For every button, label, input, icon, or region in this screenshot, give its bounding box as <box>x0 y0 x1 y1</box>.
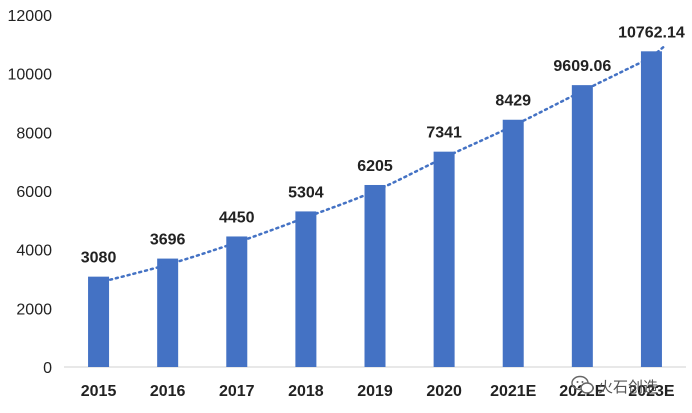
data-label: 10762.14 <box>618 24 685 41</box>
bar <box>364 184 386 367</box>
data-label: 7341 <box>426 125 462 142</box>
y-tick-label: 4000 <box>16 243 52 260</box>
x-tick-label: 2017 <box>219 383 255 400</box>
y-tick-label: 12000 <box>8 8 53 25</box>
data-label: 8429 <box>495 93 531 110</box>
bar <box>571 85 593 367</box>
x-tick-label: 2016 <box>150 383 186 400</box>
data-label: 3696 <box>150 232 186 249</box>
x-tick-label: 2018 <box>288 383 324 400</box>
y-tick-label: 10000 <box>8 67 53 84</box>
watermark: 火石创造 <box>571 375 658 396</box>
bar <box>157 258 179 367</box>
bar <box>295 211 317 367</box>
y-tick-label: 6000 <box>16 184 52 201</box>
x-tick-label: 2020 <box>426 383 462 400</box>
data-labels: 3080 3696 4450 5304 6205 7341 8429 9609.06 10762… <box>81 24 685 266</box>
x-axis-ticks: 2015201620172018201920202021E2022E2023E <box>81 383 675 400</box>
trendline <box>97 44 667 284</box>
wechat-icon <box>571 375 594 394</box>
data-label: 6205 <box>357 158 393 175</box>
y-tick-label: 8000 <box>16 125 52 142</box>
y-axis-ticks: 0 2000 4000 6000 8000 10000 12000 <box>8 8 53 377</box>
bar <box>640 51 662 368</box>
bar <box>502 119 524 368</box>
watermark-text: 火石创造 <box>598 378 658 396</box>
bar <box>226 236 248 367</box>
data-label: 3080 <box>81 250 117 267</box>
data-label: 9609.06 <box>553 58 611 75</box>
y-tick-label: 2000 <box>16 301 52 318</box>
bar <box>433 151 455 367</box>
y-tick-label: 0 <box>43 360 52 377</box>
data-label: 5304 <box>288 184 324 201</box>
x-tick-label: 2021E <box>490 383 537 400</box>
x-tick-label: 2023E <box>628 383 675 400</box>
bar <box>88 276 110 367</box>
x-tick-label: 2015 <box>81 383 117 400</box>
x-tick-label: 2019 <box>357 383 393 400</box>
bar-series <box>88 51 662 368</box>
data-label: 4450 <box>219 209 255 226</box>
